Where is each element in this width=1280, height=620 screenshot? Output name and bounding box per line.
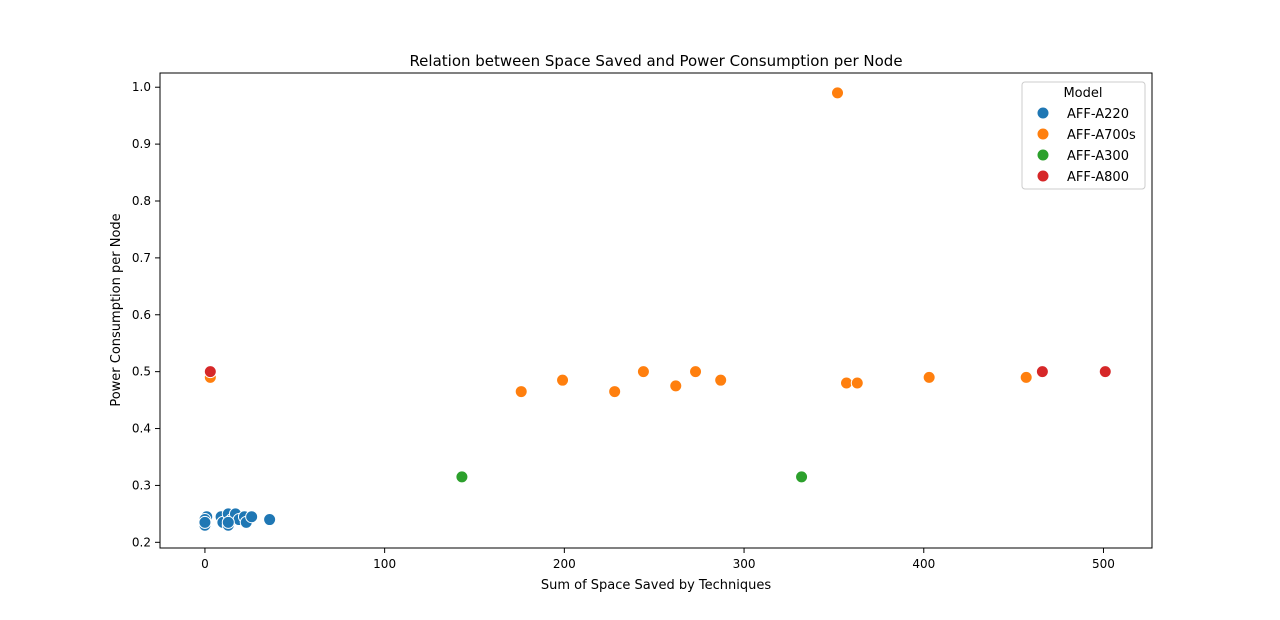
- plot-area: [198, 86, 1112, 532]
- x-tick-label: 200: [553, 557, 576, 571]
- data-point: [839, 376, 853, 390]
- legend-marker: [1036, 148, 1050, 162]
- data-point: [245, 510, 259, 524]
- data-point: [608, 385, 622, 399]
- data-point: [1019, 370, 1033, 384]
- y-tick-label: 0.3: [132, 478, 151, 492]
- chart-title: Relation between Space Saved and Power C…: [409, 52, 902, 70]
- x-tick-label: 400: [912, 557, 935, 571]
- data-point: [455, 470, 469, 484]
- axes-frame: [159, 72, 1153, 549]
- data-point: [795, 470, 809, 484]
- y-tick-label: 0.7: [132, 251, 151, 265]
- legend-label: AFF-A220: [1067, 107, 1129, 122]
- legend-title: Model: [1063, 86, 1102, 101]
- legend-items: AFF-A220 AFF-A700s AFF-A300 AFF-A800: [1036, 106, 1136, 185]
- x-tick-label: 300: [733, 557, 756, 571]
- y-tick-label: 0.4: [132, 422, 151, 436]
- data-point: [636, 365, 650, 379]
- y-tick-label: 0.5: [132, 365, 151, 379]
- x-tick-label: 100: [373, 557, 396, 571]
- y-axis-ticks: 0.2 0.3 0.4 0.5 0.6 0.7 0.8 0.9 1.0: [132, 80, 160, 549]
- y-tick-label: 0.8: [132, 194, 151, 208]
- data-point: [556, 373, 570, 387]
- data-point: [831, 86, 845, 100]
- legend-label: AFF-A800: [1067, 170, 1129, 185]
- data-point: [263, 513, 277, 527]
- x-axis-ticks: 0 100 200 300 400 500: [201, 548, 1115, 571]
- legend-box: [1021, 81, 1146, 190]
- y-tick-label: 0.9: [132, 137, 151, 151]
- y-tick-label: 1.0: [132, 80, 151, 94]
- data-point: [203, 365, 217, 379]
- y-tick-label: 0.6: [132, 308, 151, 322]
- legend-marker: [1036, 169, 1050, 183]
- x-tick-label: 500: [1092, 557, 1115, 571]
- data-point: [514, 385, 528, 399]
- data-point: [1035, 365, 1049, 379]
- data-point: [689, 365, 703, 379]
- data-point: [669, 379, 683, 393]
- legend-marker: [1036, 106, 1050, 120]
- data-point: [198, 515, 212, 529]
- legend-label: AFF-A700s: [1067, 128, 1136, 143]
- data-point: [850, 376, 864, 390]
- y-axis-label: Power Consumption per Node: [109, 213, 124, 406]
- data-point: [714, 373, 728, 387]
- data-point: [1098, 365, 1112, 379]
- data-point: [922, 370, 936, 384]
- x-tick-label: 0: [201, 557, 209, 571]
- legend: Model AFF-A220 AFF-A700s AFF-A300 AFF-A800: [1021, 81, 1146, 190]
- legend-label: AFF-A300: [1067, 149, 1129, 164]
- data-point: [221, 515, 235, 529]
- x-axis-label: Sum of Space Saved by Techniques: [541, 578, 772, 593]
- legend-marker: [1036, 127, 1050, 141]
- y-tick-label: 0.2: [132, 535, 151, 549]
